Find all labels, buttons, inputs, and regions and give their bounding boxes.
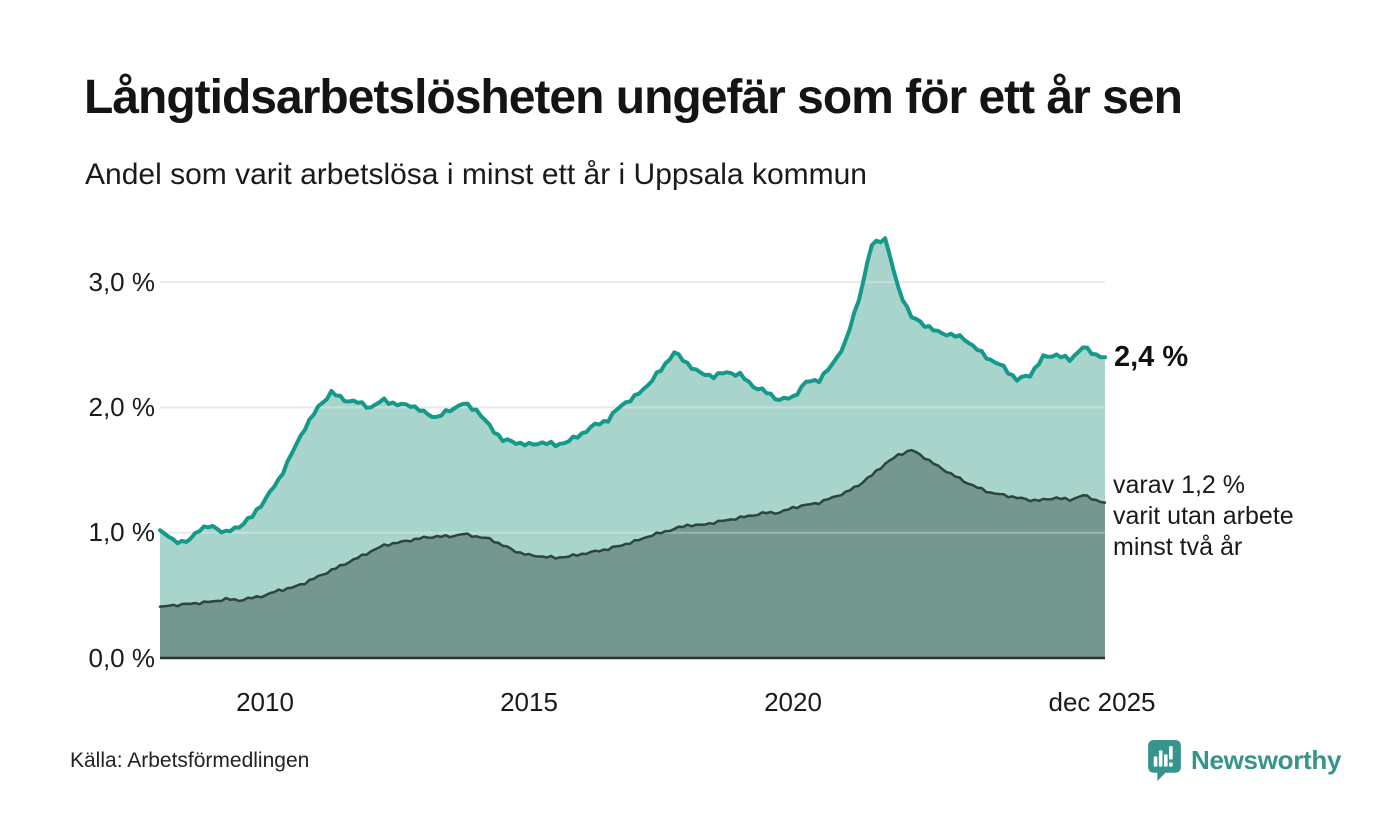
x-axis-tick-2010: 2010 <box>236 687 294 717</box>
x-axis-tick-2015: 2015 <box>500 687 558 717</box>
logo-bar-chart <box>1153 746 1173 767</box>
x-axis-tick-2020: 2020 <box>764 687 822 717</box>
y-axis-tick-3: 3,0 % <box>88 267 156 297</box>
latest-value-label: 2,4 % <box>1114 341 1189 373</box>
chart-subtitle: Andel som varit arbetslösa i minst ett å… <box>85 158 867 191</box>
source-note: Källa: Arbetsförmedlingen <box>70 749 310 772</box>
page-title: Långtidsarbetslösheten ungefär som för e… <box>84 71 1183 124</box>
brand-name: Newsworthy <box>1191 745 1342 775</box>
y-axis-tick-1: 1,0 % <box>88 517 156 547</box>
x-axis-tick-dec-2025: dec 2025 <box>1048 687 1156 717</box>
y-axis-tick-2: 2,0 % <box>88 392 156 422</box>
secondary-series-label: varav 1,2 % varit utan arbete minst två … <box>1113 471 1294 561</box>
y-axis-tick-0: 0,0 % <box>88 643 156 673</box>
newsworthy-logo-icon <box>1148 740 1181 781</box>
brand-logo: Newsworthy <box>1148 740 1341 781</box>
